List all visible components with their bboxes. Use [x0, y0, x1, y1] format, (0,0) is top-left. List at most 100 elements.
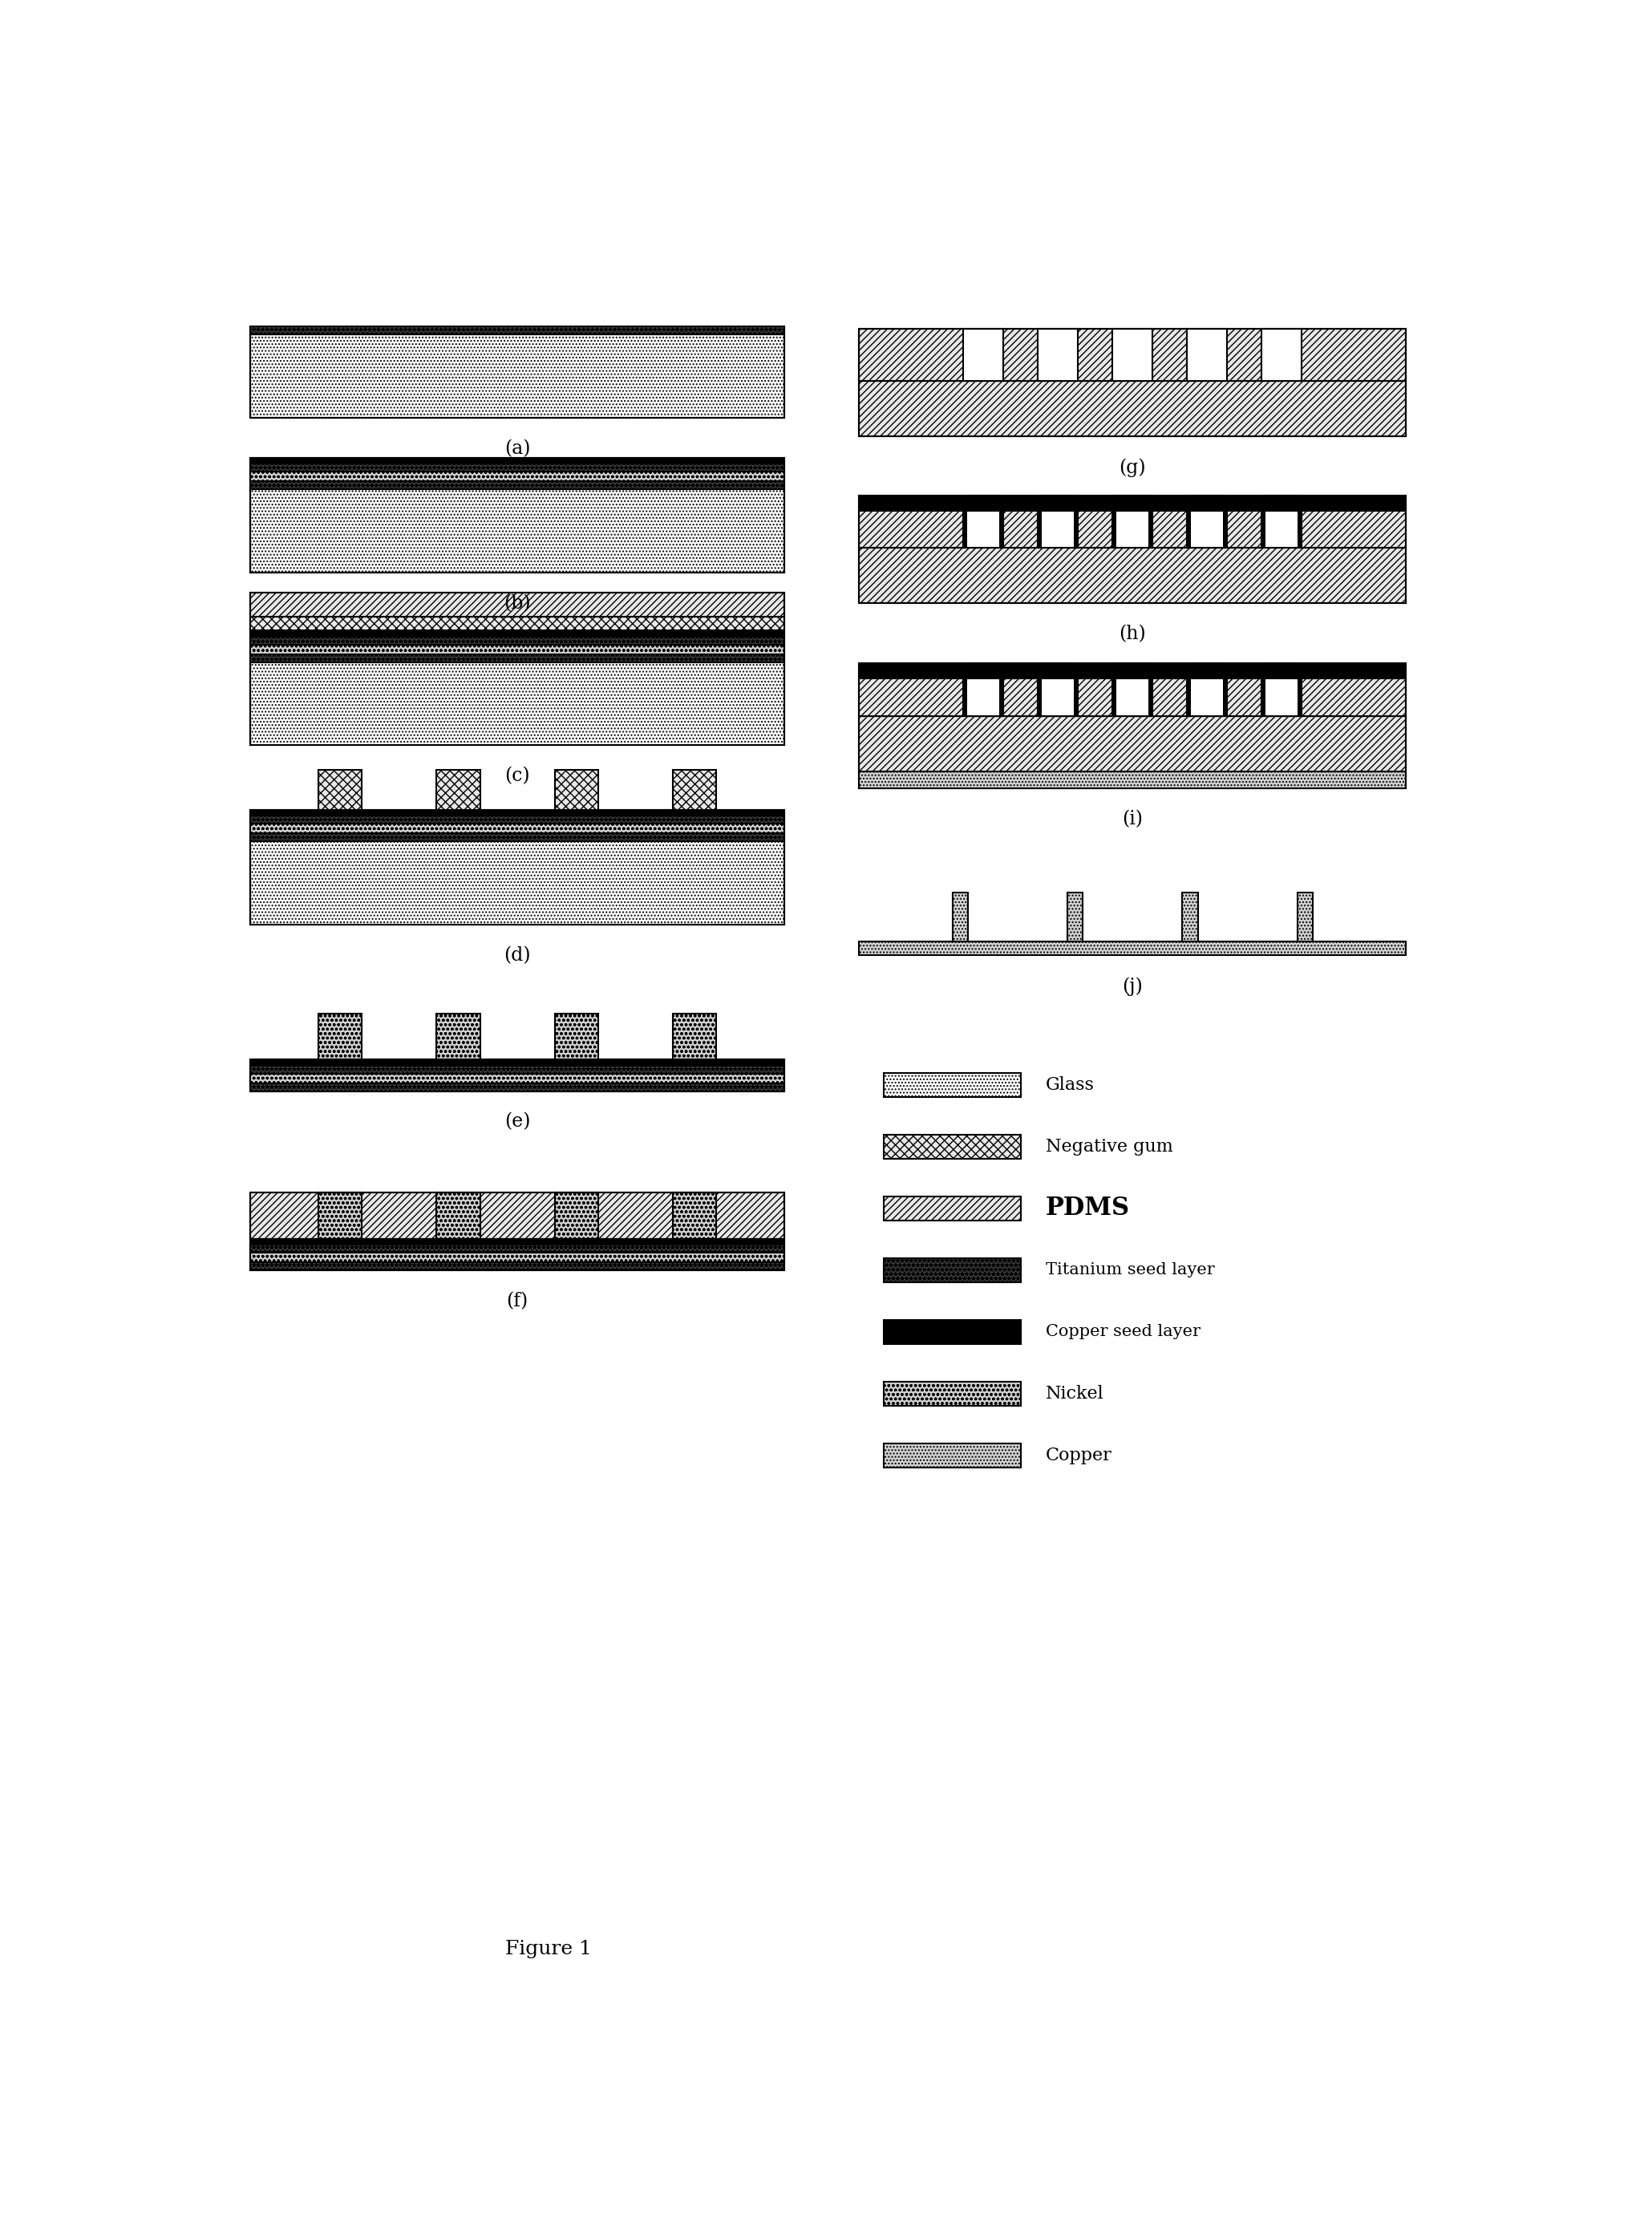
Bar	[1074, 495, 1079, 549]
Bar	[249, 654, 785, 663]
Bar	[249, 618, 785, 631]
Bar	[249, 811, 785, 815]
Text: Glass: Glass	[1046, 1077, 1094, 1095]
Bar	[1222, 495, 1227, 549]
Bar	[999, 663, 1003, 716]
Bar	[859, 495, 1406, 549]
Bar	[249, 1059, 785, 1090]
Bar	[1186, 663, 1191, 716]
Bar	[859, 495, 1406, 510]
Bar	[672, 770, 715, 811]
Bar	[963, 663, 1003, 716]
Bar	[963, 329, 1003, 381]
Bar	[1262, 495, 1265, 549]
Bar	[1186, 495, 1227, 549]
Bar	[1186, 495, 1191, 549]
Text: Copper seed layer: Copper seed layer	[1046, 1325, 1201, 1339]
Bar	[436, 770, 481, 811]
Bar	[1037, 495, 1042, 549]
Bar	[884, 1319, 1021, 1343]
Bar	[884, 1258, 1021, 1283]
Bar	[1222, 663, 1227, 716]
Bar	[249, 1075, 785, 1084]
Bar	[884, 1444, 1021, 1469]
Bar	[1067, 893, 1082, 943]
Bar	[1148, 495, 1153, 549]
Bar	[1112, 329, 1153, 381]
Bar	[249, 327, 785, 419]
Bar	[249, 481, 785, 488]
Bar	[249, 1066, 785, 1075]
Bar	[1112, 663, 1117, 716]
Bar	[249, 457, 785, 573]
Bar	[859, 663, 1406, 788]
Bar	[1183, 893, 1198, 943]
Bar	[319, 1193, 362, 1238]
Bar	[1262, 495, 1302, 549]
Bar	[436, 1014, 481, 1059]
Bar	[1037, 329, 1079, 381]
Bar	[859, 549, 1406, 602]
Bar	[555, 770, 598, 811]
Bar	[319, 1014, 362, 1059]
Bar	[249, 488, 785, 573]
Bar	[1297, 495, 1302, 549]
Bar	[249, 1245, 785, 1254]
Bar	[249, 336, 785, 419]
Bar	[884, 1135, 1021, 1160]
Bar	[249, 645, 785, 654]
Bar	[1037, 663, 1079, 716]
Bar	[1037, 495, 1079, 549]
Bar	[1112, 495, 1117, 549]
Bar	[1297, 893, 1313, 943]
Bar	[249, 1254, 785, 1263]
Bar	[249, 842, 785, 925]
Bar	[1112, 495, 1153, 549]
Bar	[672, 1014, 715, 1059]
Bar	[319, 770, 362, 811]
Bar	[859, 381, 1406, 437]
Bar	[859, 495, 1406, 602]
Bar	[1262, 663, 1302, 716]
Bar	[1297, 663, 1302, 716]
Bar	[1262, 663, 1265, 716]
Text: (a): (a)	[504, 439, 530, 459]
Bar	[1148, 663, 1153, 716]
Bar	[963, 495, 1003, 549]
Text: (g): (g)	[1118, 459, 1146, 477]
Bar	[555, 1014, 598, 1059]
Bar	[859, 329, 1406, 381]
Bar	[249, 1263, 785, 1270]
Bar	[1037, 663, 1042, 716]
Bar	[249, 1193, 785, 1238]
Bar	[249, 463, 785, 472]
Bar	[249, 663, 785, 746]
Text: Negative gum: Negative gum	[1046, 1137, 1173, 1155]
Text: (f): (f)	[506, 1292, 529, 1310]
Text: Copper: Copper	[1046, 1446, 1112, 1464]
Bar	[1186, 329, 1227, 381]
Bar	[249, 1193, 785, 1238]
Bar	[436, 1193, 481, 1238]
Bar	[952, 893, 968, 943]
Text: Titanium seed layer: Titanium seed layer	[1046, 1263, 1214, 1278]
Bar	[249, 631, 785, 636]
Text: (i): (i)	[1122, 811, 1143, 828]
Bar	[999, 495, 1003, 549]
Text: (c): (c)	[504, 768, 530, 786]
Bar	[963, 663, 968, 716]
Bar	[249, 472, 785, 481]
Text: Figure 1: Figure 1	[506, 1941, 591, 1959]
Bar	[963, 495, 968, 549]
Bar	[884, 1196, 1021, 1220]
Text: (h): (h)	[1118, 625, 1146, 643]
Text: (b): (b)	[504, 593, 530, 613]
Bar	[249, 833, 785, 842]
Bar	[884, 1072, 1021, 1097]
Bar	[859, 770, 1406, 788]
Bar	[249, 327, 785, 336]
Bar	[249, 1059, 785, 1066]
Bar	[859, 663, 1406, 716]
Bar	[249, 593, 785, 746]
Bar	[555, 1193, 598, 1238]
